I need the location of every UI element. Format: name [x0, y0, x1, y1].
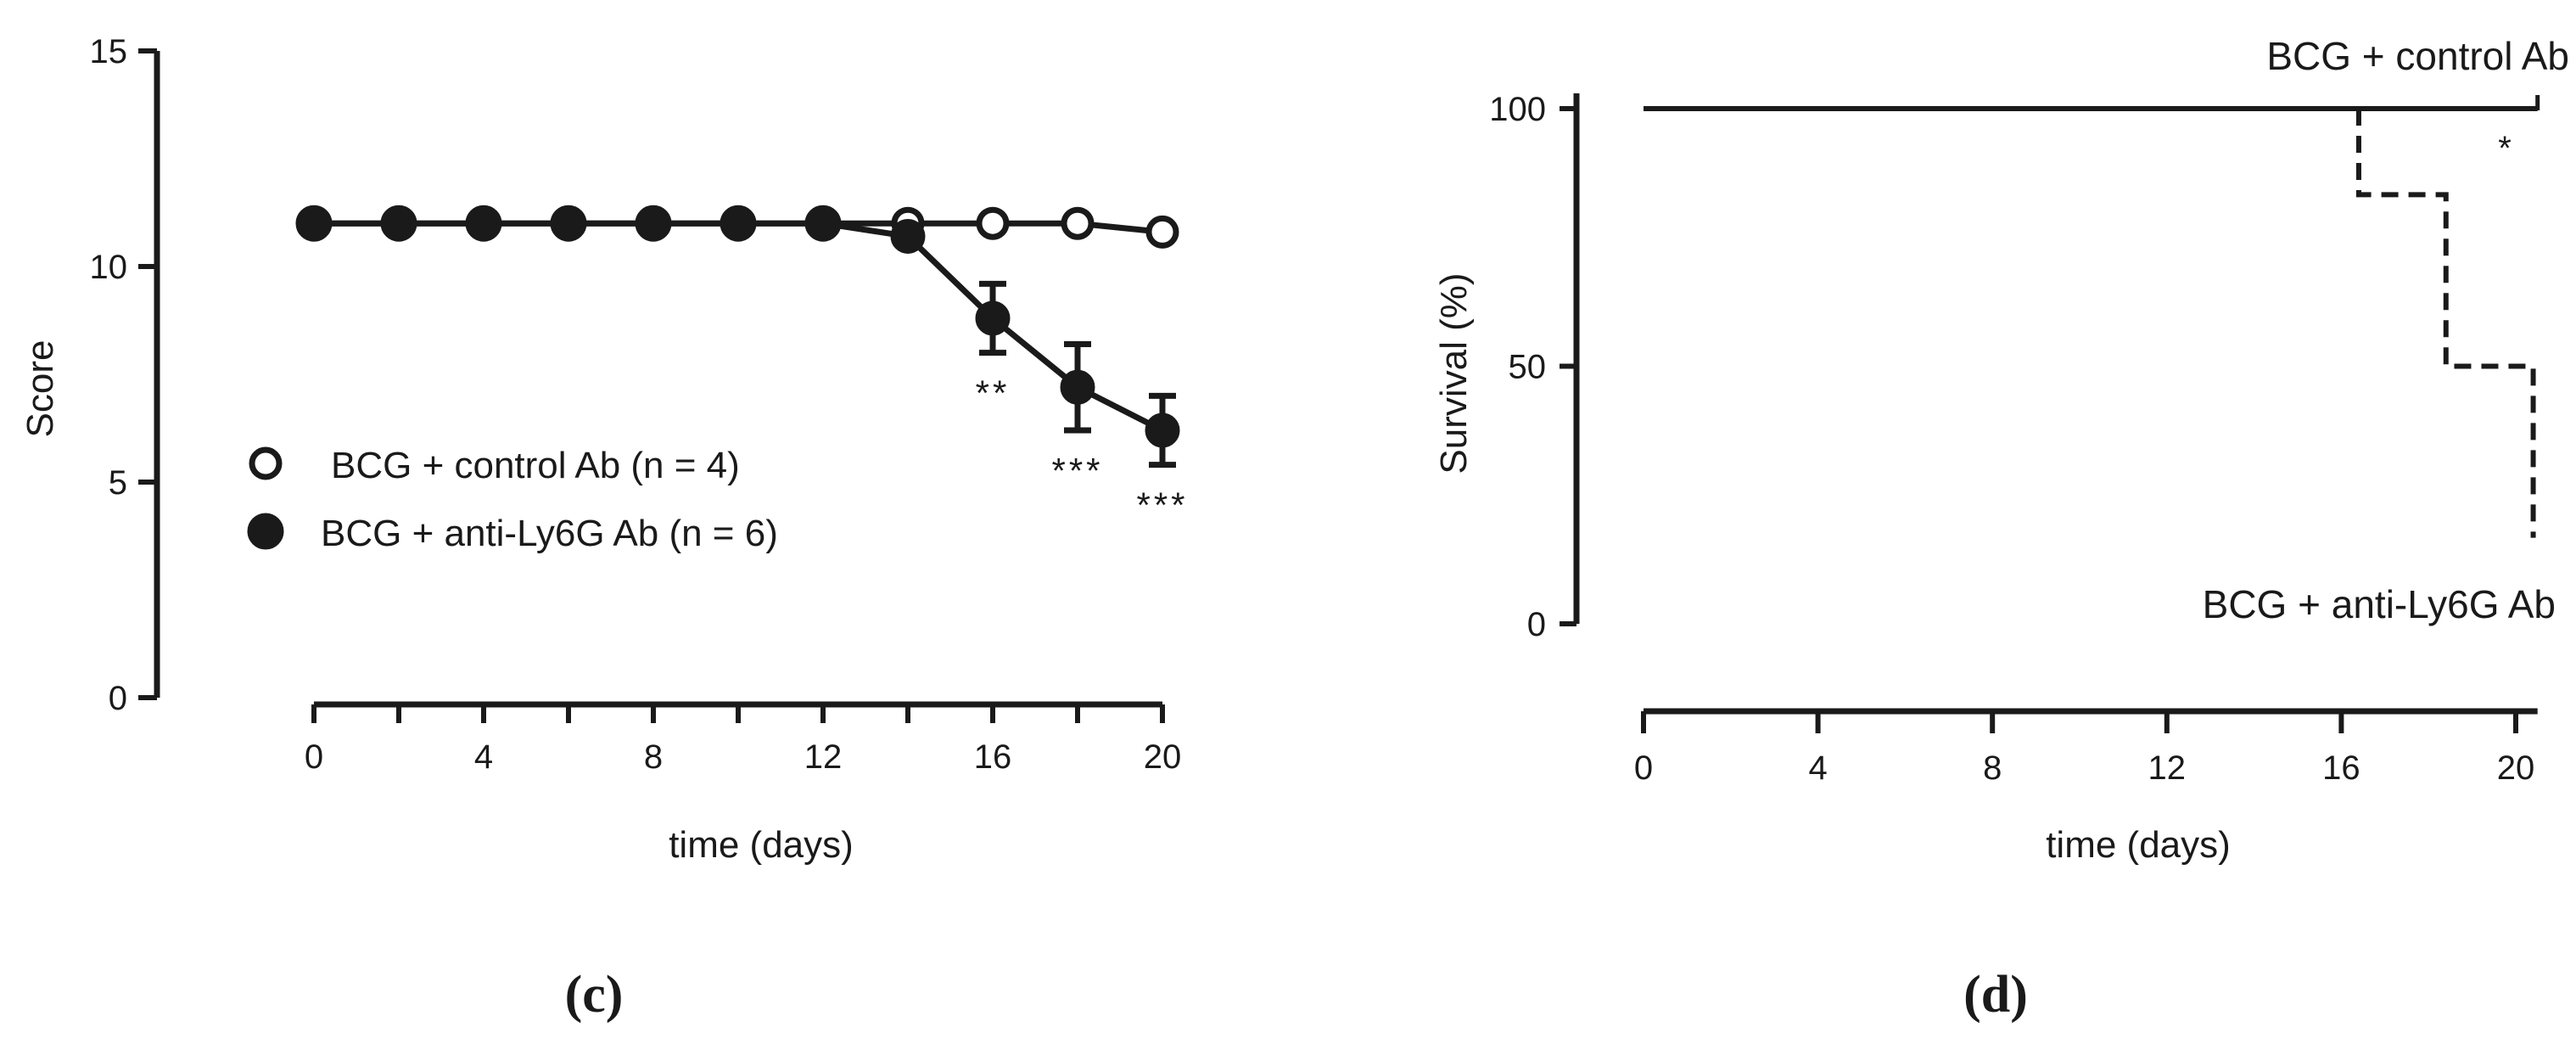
d-x-tick-label: 0 — [1634, 749, 1653, 787]
d-y-tick-label: 0 — [1527, 606, 1546, 643]
c-point-antily6g — [1060, 369, 1095, 405]
c-point-control — [1145, 215, 1179, 249]
c-annotations: ******** — [976, 373, 1188, 525]
c-ylabel: Score — [20, 340, 61, 438]
c-legend-control-label: BCG + control Ab (n = 4) — [331, 445, 740, 486]
d-panel-label: (d) — [1963, 966, 2028, 1024]
c-panel-label: (c) — [565, 966, 624, 1024]
d-x-tick-label: 16 — [2322, 749, 2360, 787]
c-y-tick-label: 0 — [109, 680, 127, 717]
d-series — [1644, 95, 2540, 538]
c-point-antily6g — [380, 205, 417, 242]
d-x-tick-label: 8 — [1983, 749, 2002, 787]
c-point-antily6g — [975, 300, 1011, 336]
c-legend-antily6g-label: BCG + anti-Ly6G Ab (n = 6) — [321, 513, 778, 554]
c-point-antily6g — [635, 205, 672, 242]
c-y-tick-label: 10 — [90, 249, 128, 286]
d-series-label-control: BCG + control Ab — [2266, 34, 2569, 78]
c-series-antily6g-line — [314, 220, 1164, 434]
c-significance-marker: *** — [1051, 451, 1103, 491]
c-significance-marker: ** — [976, 373, 1011, 413]
panel-d-survival-chart: 0 50 100 0 4 8 12 16 20 Survival (%) time (days)… — [1433, 34, 2569, 1024]
d-y-tick-label: 100 — [1489, 91, 1546, 128]
c-significance-marker: *** — [1136, 485, 1188, 525]
c-x-tick-label: 4 — [474, 738, 493, 776]
c-y-tick-label: 15 — [90, 33, 128, 70]
c-point-antily6g — [465, 205, 502, 242]
d-series-label-antily6g: BCG + anti-Ly6G Ab — [2203, 582, 2556, 626]
c-legend: BCG + control Ab (n = 4) BCG + anti-Ly6G… — [247, 445, 778, 554]
d-ticks: 0 50 100 0 4 8 12 16 20 — [1489, 91, 2534, 787]
c-x-tick-label: 8 — [644, 738, 663, 776]
c-point-antily6g — [1145, 412, 1180, 448]
c-legend-filled-marker — [247, 513, 284, 550]
c-point-antily6g — [550, 205, 587, 242]
c-x-tick-label: 16 — [974, 738, 1012, 776]
c-legend-open-marker — [249, 446, 283, 480]
d-axes — [1573, 93, 2538, 715]
c-xlabel: time (days) — [669, 824, 854, 866]
c-point-control — [1061, 206, 1095, 240]
d-x-tick-label: 20 — [2497, 749, 2535, 787]
c-point-antily6g — [720, 205, 757, 242]
c-ticks: 0 5 10 15 0 4 8 12 16 20 — [90, 33, 1182, 776]
d-x-tick-label: 4 — [1808, 749, 1827, 787]
c-x-tick-label: 12 — [804, 738, 843, 776]
d-x-tick-label: 12 — [2148, 749, 2187, 787]
c-y-tick-label: 5 — [109, 464, 127, 502]
d-ylabel: Survival (%) — [1433, 272, 1475, 474]
c-point-antily6g — [890, 218, 926, 254]
c-x-tick-label: 20 — [1144, 738, 1182, 776]
c-point-antily6g — [804, 205, 842, 242]
c-series — [295, 205, 1180, 469]
d-xlabel: time (days) — [2046, 824, 2231, 866]
d-significance-asterisk: * — [2498, 130, 2512, 167]
c-x-tick-label: 0 — [305, 738, 323, 776]
c-point-control — [976, 206, 1010, 240]
c-axes — [154, 51, 1162, 708]
d-y-tick-label: 50 — [1509, 349, 1547, 386]
d-series-antily6g-step — [2355, 109, 2536, 538]
c-point-antily6g — [295, 205, 333, 242]
